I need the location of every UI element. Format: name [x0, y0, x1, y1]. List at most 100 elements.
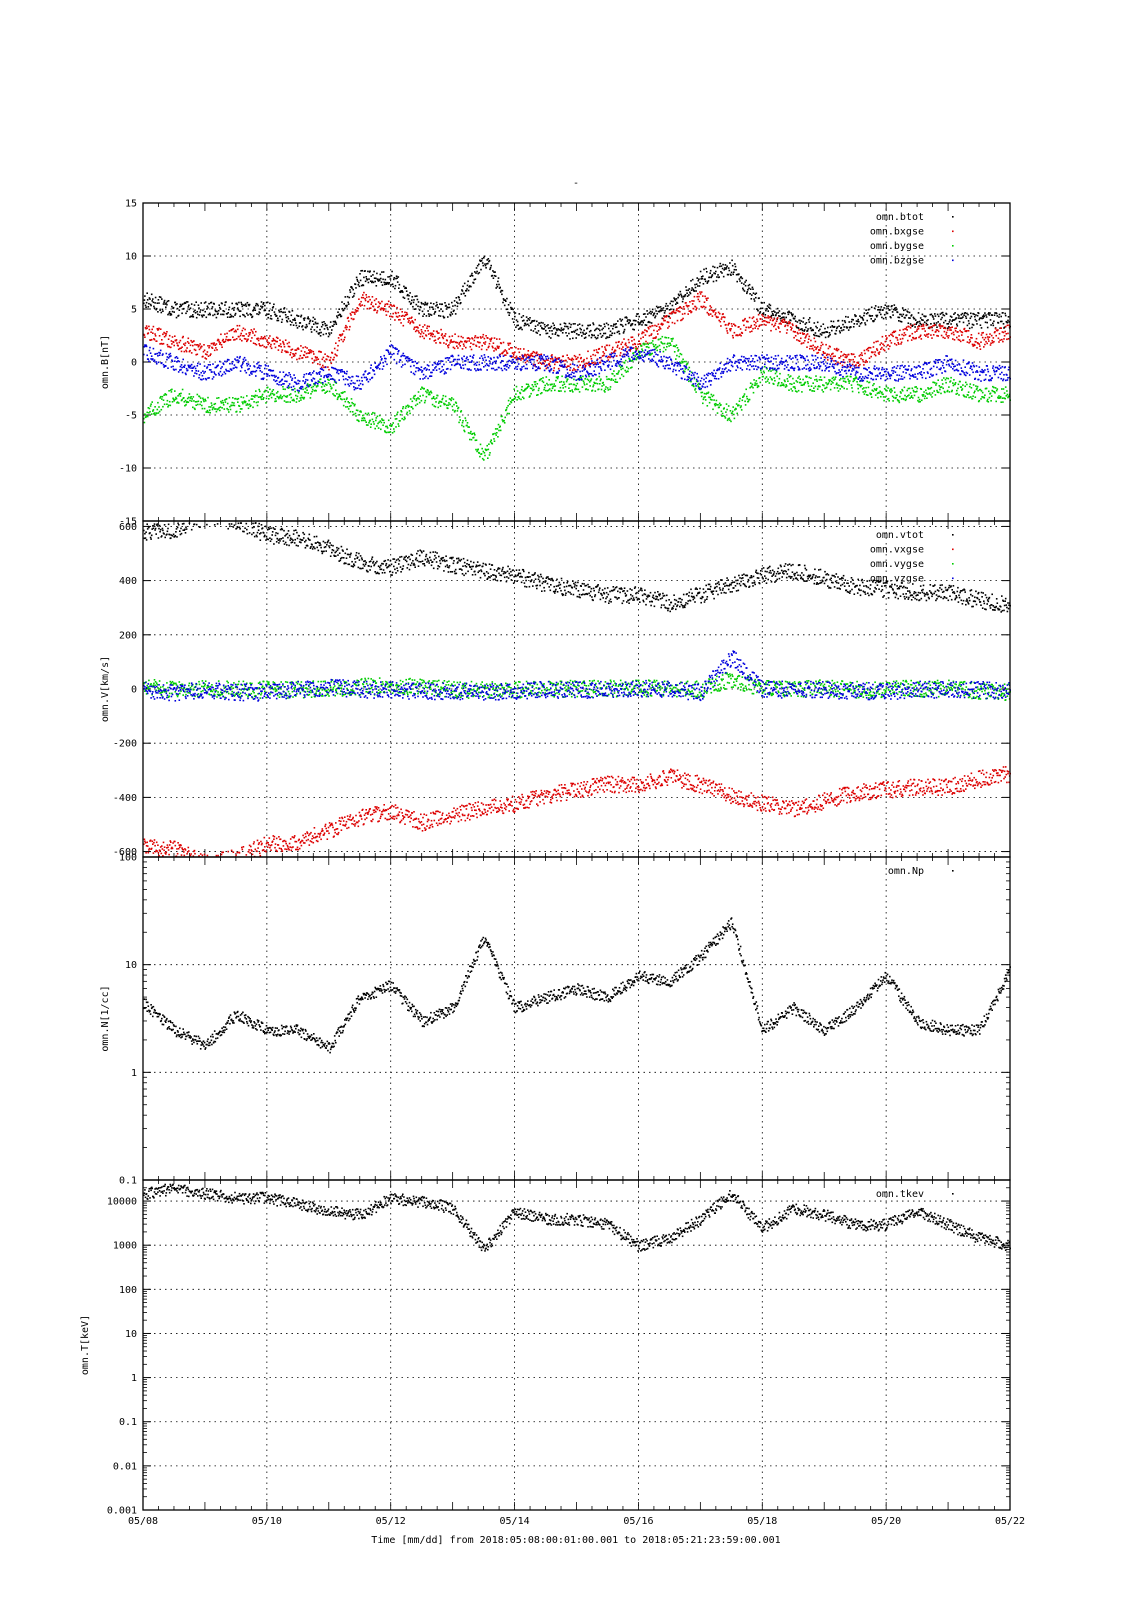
data-point [1006, 390, 1008, 392]
data-point [819, 347, 822, 349]
data-point [451, 341, 453, 343]
data-point [874, 318, 876, 321]
data-point [795, 324, 798, 327]
data-point [344, 296, 347, 298]
data-point [923, 315, 925, 317]
data-point [810, 377, 812, 379]
data-point [623, 330, 625, 333]
data-point [425, 390, 427, 393]
data-point [894, 342, 896, 345]
data-point [347, 320, 350, 322]
data-point [904, 308, 907, 311]
data-point [192, 406, 194, 409]
data-point [383, 281, 385, 284]
data-point [706, 299, 708, 301]
data-point [585, 388, 588, 390]
data-point [199, 363, 201, 365]
data-point [561, 384, 564, 387]
data-point [372, 305, 375, 308]
data-point [221, 302, 223, 305]
data-point [781, 313, 783, 315]
data-point [165, 365, 167, 367]
data-point [516, 390, 519, 392]
data-point [210, 342, 213, 345]
data-point [846, 326, 849, 329]
data-point [261, 395, 263, 398]
data-point [186, 341, 189, 343]
data-point [807, 318, 810, 321]
data-point [699, 281, 701, 284]
data-point [506, 406, 508, 409]
data-point [599, 329, 601, 332]
data-point [246, 395, 248, 397]
data-point [580, 377, 582, 379]
data-point [386, 425, 388, 428]
data-point [673, 351, 676, 353]
data-point [787, 322, 790, 325]
data-point [148, 412, 150, 414]
data-point [700, 278, 702, 280]
data-point [505, 300, 507, 302]
data-point [587, 388, 589, 391]
data-point [933, 322, 935, 325]
data-point [670, 300, 673, 303]
data-point [196, 393, 199, 396]
data-point [537, 394, 539, 396]
data-point [841, 364, 844, 367]
data-point [260, 398, 263, 401]
data-point [146, 354, 148, 357]
data-point [277, 390, 279, 393]
data-point [981, 317, 983, 320]
data-point [329, 321, 332, 323]
data-point [1000, 315, 1002, 318]
data-point [386, 282, 388, 285]
data-point [174, 301, 177, 304]
data-point [840, 326, 843, 329]
data-point [744, 317, 746, 320]
data-point [577, 324, 579, 326]
data-point [596, 327, 598, 330]
data-point [946, 390, 948, 393]
data-point [650, 333, 653, 335]
data-point [529, 354, 532, 357]
data-point [841, 386, 844, 388]
data-point [185, 350, 188, 353]
data-point [149, 352, 152, 354]
data-point [598, 324, 601, 327]
data-point [566, 378, 569, 380]
data-point [378, 414, 381, 417]
data-point [789, 322, 791, 324]
data-point [868, 308, 870, 311]
data-point [606, 344, 608, 347]
data-point [228, 306, 231, 309]
data-point [235, 359, 237, 362]
data-point [269, 394, 272, 396]
data-point [852, 353, 855, 356]
data-point [145, 325, 148, 327]
data-point [151, 401, 153, 403]
data-point [579, 376, 581, 379]
data-point [389, 424, 391, 427]
data-point [690, 289, 693, 291]
data-point [270, 315, 272, 317]
data-point [238, 324, 241, 327]
data-point [829, 379, 831, 381]
data-point [192, 396, 195, 398]
data-point [648, 312, 651, 314]
data-point [856, 383, 859, 386]
data-point [243, 401, 245, 403]
data-point [688, 366, 691, 369]
data-point [825, 354, 828, 357]
data-point [797, 389, 800, 392]
data-point [896, 339, 899, 341]
data-point [842, 329, 845, 331]
data-point [931, 392, 934, 394]
data-point [608, 336, 611, 338]
data-point [206, 305, 209, 308]
data-point [898, 401, 901, 404]
data-point [465, 346, 467, 349]
data-point [540, 378, 543, 380]
data-point [361, 269, 363, 272]
legend-swatch [952, 216, 954, 218]
data-point [696, 295, 698, 298]
